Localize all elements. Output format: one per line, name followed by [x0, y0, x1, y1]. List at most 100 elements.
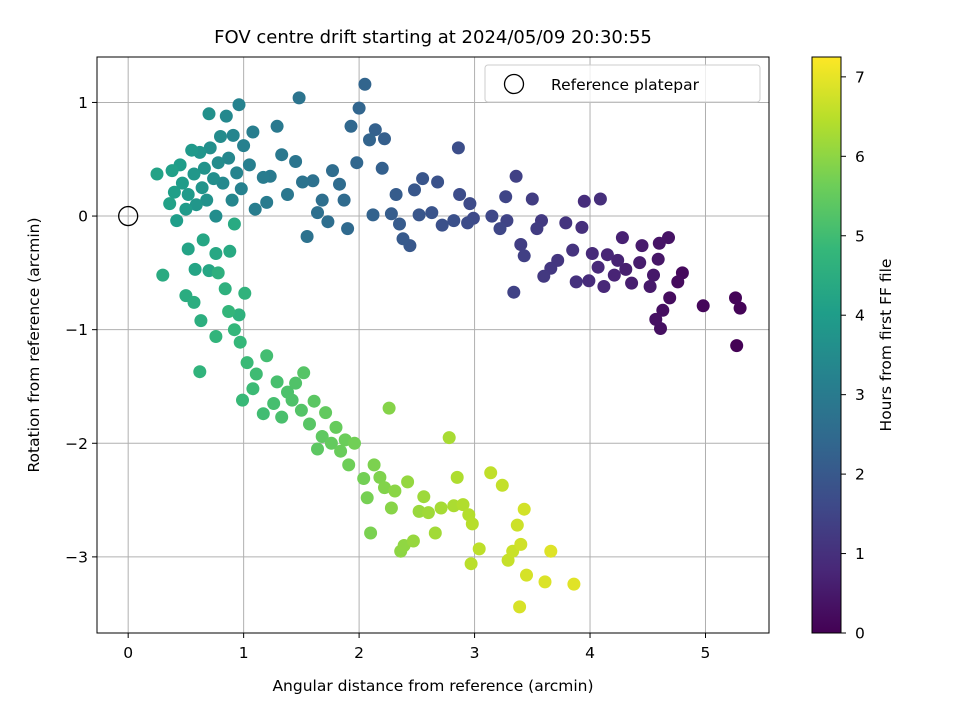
data-point-163: [319, 406, 333, 420]
data-point-160: [307, 394, 321, 408]
data-point-205: [538, 575, 552, 589]
data-point-28: [593, 192, 607, 206]
data-point-115: [185, 143, 199, 157]
data-point-187: [434, 501, 448, 515]
data-point-157: [294, 403, 308, 417]
data-point-99: [225, 193, 239, 207]
data-point-21: [607, 268, 621, 282]
data-point-71: [350, 156, 364, 170]
chart-title: FOV centre drift starting at 2024/05/09 …: [214, 27, 652, 48]
data-point-70: [352, 101, 366, 115]
data-point-190: [450, 470, 464, 484]
data-point-16: [633, 256, 647, 270]
data-point-84: [289, 155, 303, 168]
x-tick-label-5: 5: [701, 644, 711, 662]
data-point-42: [507, 285, 521, 299]
data-point-135: [194, 314, 208, 328]
data-point-108: [202, 107, 216, 121]
data-point-173: [367, 458, 381, 472]
reference-platepar-marker: [118, 205, 139, 227]
data-point-178: [388, 484, 402, 498]
data-point-164: [324, 436, 338, 450]
colorbar-tick-label-3: 3: [855, 386, 865, 404]
y-axis-label: Rotation from reference (arcmin): [25, 217, 43, 472]
data-point-20: [611, 253, 625, 267]
legend-entry-reference: Reference platepar: [551, 76, 700, 94]
data-point-145: [236, 393, 249, 407]
data-point-27: [577, 194, 591, 208]
data-point-53: [435, 218, 449, 232]
data-point-193: [465, 517, 479, 531]
data-point-77: [321, 215, 335, 229]
data-point-15: [635, 239, 649, 253]
data-point-165: [329, 420, 343, 434]
data-point-124: [150, 167, 164, 181]
data-point-67: [366, 208, 380, 222]
colorbar-label: Hours from first FF file: [877, 259, 895, 432]
data-point-200: [510, 518, 524, 532]
data-point-148: [249, 367, 263, 381]
colorbar-tick-label-0: 0: [855, 625, 865, 643]
data-point-111: [195, 181, 209, 195]
data-point-97: [230, 166, 244, 180]
data-point-86: [275, 148, 289, 162]
data-point-169: [348, 436, 361, 450]
data-point-121: [167, 185, 181, 199]
data-point-184: [417, 490, 431, 504]
data-point-3: [696, 299, 710, 313]
data-point-76: [326, 164, 339, 178]
data-point-138: [232, 308, 246, 322]
data-point-114: [187, 167, 201, 181]
data-point-107: [203, 141, 217, 155]
data-point-134: [187, 295, 201, 309]
legend-box: [484, 64, 761, 103]
data-point-123: [163, 197, 177, 211]
data-point-30: [569, 275, 583, 289]
data-point-87: [270, 119, 284, 133]
data-point-182: [406, 534, 420, 548]
data-point-100: [222, 151, 236, 165]
plot-area-frame: [96, 56, 770, 634]
data-point-120: [170, 214, 184, 228]
data-point-82: [296, 175, 309, 189]
data-point-6: [663, 291, 677, 305]
data-point-44: [499, 190, 513, 204]
data-point-89: [260, 195, 274, 209]
data-point-62: [389, 188, 403, 201]
colorbar-tick-label-4: 4: [855, 307, 865, 325]
data-point-117: [179, 202, 193, 216]
data-point-129: [209, 247, 223, 260]
colorbar-tick-label-6: 6: [855, 148, 865, 166]
data-point-204: [513, 600, 527, 614]
x-tick-label-2: 2: [354, 644, 364, 662]
data-point-185: [421, 506, 435, 520]
data-point-93: [242, 158, 256, 172]
data-point-46: [485, 209, 499, 223]
data-point-64: [378, 132, 391, 146]
data-point-196: [484, 466, 498, 480]
data-point-177: [384, 501, 398, 515]
data-point-181: [401, 475, 415, 489]
data-point-113: [189, 198, 203, 212]
data-point-45: [493, 222, 507, 236]
data-point-122: [165, 164, 179, 178]
data-point-83: [292, 91, 306, 105]
y-tick-label-1: −2: [65, 435, 88, 453]
data-point-2: [729, 291, 742, 305]
data-point-161: [311, 442, 324, 456]
data-point-104: [211, 156, 225, 170]
data-point-194: [464, 557, 478, 571]
data-point-31: [566, 243, 580, 257]
data-point-152: [270, 375, 284, 389]
data-point-176: [382, 401, 396, 415]
data-point-162: [315, 430, 329, 443]
data-point-201: [514, 537, 528, 551]
data-point-11: [652, 236, 666, 250]
data-point-91: [248, 202, 262, 216]
data-point-95: [234, 182, 248, 196]
data-point-63: [384, 207, 398, 221]
data-point-94: [237, 139, 251, 153]
data-point-57: [412, 208, 426, 222]
